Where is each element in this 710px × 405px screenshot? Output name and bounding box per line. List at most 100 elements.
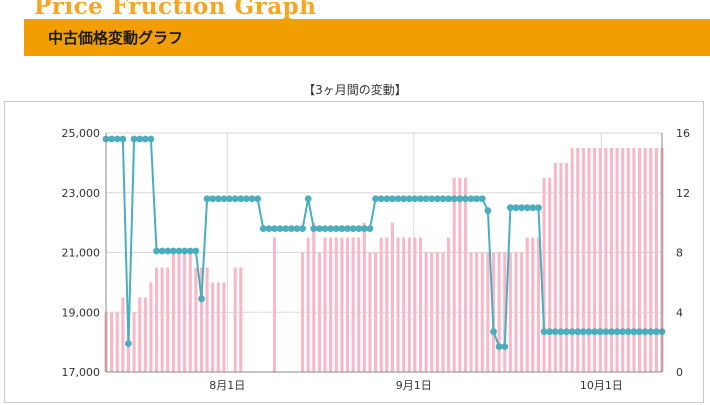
bar <box>374 252 378 372</box>
price-point <box>220 195 228 203</box>
price-point <box>175 247 183 255</box>
y-left-tick-label: 19,000 <box>62 306 101 319</box>
bar <box>312 222 316 372</box>
bar <box>435 252 439 372</box>
price-point <box>428 195 436 203</box>
bar <box>323 237 327 372</box>
price-point <box>462 195 469 203</box>
price-point <box>360 225 368 233</box>
price-point <box>349 225 357 233</box>
price-point <box>400 195 408 203</box>
bar <box>155 267 159 372</box>
bar <box>559 162 563 372</box>
bar <box>385 237 389 372</box>
bar <box>160 267 164 372</box>
price-point <box>512 204 520 212</box>
bar <box>514 252 518 372</box>
bar <box>211 282 215 372</box>
price-point <box>125 340 132 348</box>
bar <box>486 252 490 372</box>
y-left-tick-label: 17,000 <box>62 366 101 379</box>
price-point <box>310 225 318 233</box>
bar <box>553 162 557 372</box>
bar <box>447 237 451 372</box>
bar <box>143 297 147 372</box>
price-point <box>641 328 649 336</box>
x-tick-label: 10月1日 <box>580 379 623 392</box>
bar <box>581 147 585 372</box>
bar <box>570 147 574 372</box>
bar <box>317 252 321 372</box>
y-right-tick-label: 4 <box>676 306 683 319</box>
price-point <box>636 328 643 336</box>
bar <box>138 297 142 372</box>
bar <box>396 237 400 372</box>
price-point <box>439 195 447 203</box>
bar <box>609 147 613 372</box>
price-point <box>473 195 481 203</box>
bar <box>177 252 181 372</box>
bar <box>121 297 125 372</box>
price-point <box>619 328 627 336</box>
price-point <box>254 195 262 203</box>
bar <box>362 222 366 372</box>
price-point <box>259 225 267 233</box>
price-point <box>579 328 587 336</box>
price-point <box>355 225 363 233</box>
price-point <box>237 195 245 203</box>
y-left-tick-label: 25,000 <box>62 127 101 140</box>
bar <box>430 252 434 372</box>
bar <box>357 237 361 372</box>
price-point <box>265 225 273 233</box>
price-point <box>478 195 486 203</box>
bar <box>531 237 535 372</box>
price-point <box>551 328 559 336</box>
price-point <box>506 204 514 212</box>
bar <box>334 237 338 372</box>
price-point <box>624 328 632 336</box>
price-point <box>366 225 374 233</box>
bar <box>587 147 591 372</box>
price-point <box>591 328 599 336</box>
price-point <box>596 328 604 336</box>
bar <box>463 177 467 372</box>
bar <box>110 312 114 372</box>
price-point <box>535 204 542 212</box>
bar <box>508 252 512 372</box>
price-point <box>327 225 335 233</box>
axes: 8月1日 9月1日 10月1日 25,000 23,000 21,000 19,000 17,… <box>62 127 691 392</box>
price-point <box>119 135 127 143</box>
bar <box>621 147 625 372</box>
price-point <box>557 328 565 336</box>
price-point <box>243 195 250 203</box>
bar <box>497 252 501 372</box>
price-point <box>467 195 475 203</box>
price-point <box>433 195 441 203</box>
bar <box>654 147 658 372</box>
bar <box>233 267 237 372</box>
price-point <box>158 247 166 255</box>
price-point <box>192 247 200 255</box>
bar <box>626 147 630 372</box>
price-point <box>563 328 570 336</box>
bar <box>593 147 597 372</box>
bar <box>390 222 394 372</box>
bar <box>520 252 524 372</box>
bar <box>643 147 647 372</box>
bar <box>475 252 479 372</box>
bar <box>345 237 350 372</box>
price-point <box>630 328 638 336</box>
bar <box>166 267 170 372</box>
price-point <box>394 195 402 203</box>
bar <box>452 177 456 372</box>
brand-logo-text: Price Fruction Graph <box>34 0 317 20</box>
price-point <box>574 328 582 336</box>
price-point <box>141 135 149 143</box>
price-point <box>383 195 391 203</box>
page-title: 中古価格変動グラフ <box>48 29 184 47</box>
bar <box>132 312 136 372</box>
bar <box>564 162 569 372</box>
price-point <box>108 135 116 143</box>
bar <box>306 237 310 372</box>
